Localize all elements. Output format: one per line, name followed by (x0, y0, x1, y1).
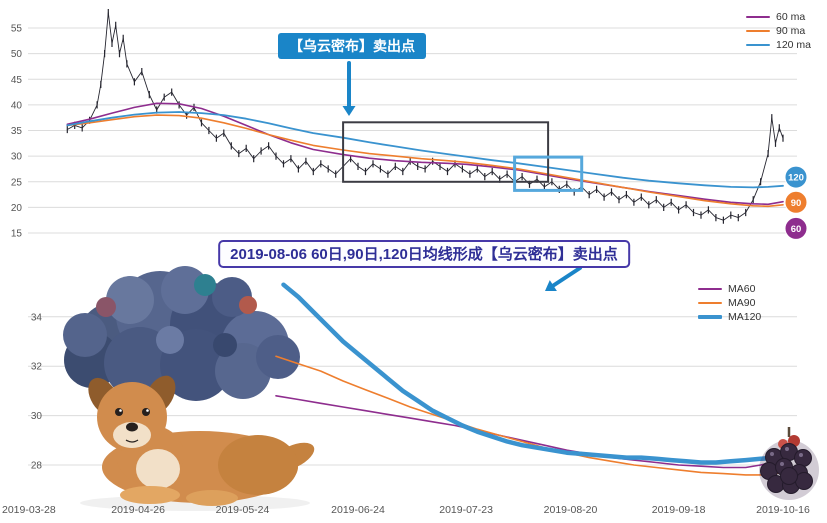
ma120-line (281, 282, 786, 465)
cartoon-dog-illustration (80, 375, 315, 511)
dog-front-leg (186, 490, 238, 506)
legend-bottom-chart: MA60 MA90 MA120 (698, 283, 762, 326)
y-tick-label: 34 (31, 312, 43, 323)
legend-swatch-undefined (698, 288, 722, 290)
signal-banner-text: 2019-08-06 60日,90日,120日均线形成【乌云密布】卖出点 (230, 246, 618, 263)
x-tick-label: 2019-08-20 (544, 504, 598, 516)
y-tick-label: 40 (11, 100, 23, 111)
ma-badge-120 (784, 165, 808, 189)
ma90-line (66, 114, 784, 208)
dog-chest-patch (136, 449, 180, 489)
ma60-line (66, 102, 784, 206)
dog-eye (115, 408, 123, 416)
top-price-chart: 15 20 25 30 35 40 45 50 55 120 90 60 (11, 9, 808, 240)
legend-item: 60 ma (746, 11, 811, 23)
ma60-line (275, 395, 784, 469)
y-tick-label: 28 (31, 461, 43, 472)
y-tick-label: 55 (11, 24, 23, 35)
dog-eye-glint (146, 409, 149, 412)
ma-badge-60 (784, 216, 808, 240)
y-tick-label: 35 (11, 126, 23, 137)
legend-label: 60 ma (776, 11, 806, 23)
cloud-puff (106, 276, 154, 324)
legend-item: MA60 (698, 283, 761, 295)
y-tick-label: 45 (11, 75, 23, 86)
legend-label: MA60 (728, 283, 756, 295)
legend-top-chart: 60 ma 90 ma 120 ma (746, 11, 812, 54)
sell-point-box (513, 155, 584, 192)
y-tick-label: 25 (11, 177, 23, 188)
dog-mouth (125, 439, 139, 443)
cloud-puff (156, 326, 184, 354)
cloud-puff (63, 313, 107, 357)
x-tick-label: 2019-05-24 (216, 504, 270, 516)
y-tick-label: 15 (11, 229, 23, 240)
cloud-puff (96, 297, 116, 317)
dog-hindquarters (218, 435, 298, 495)
sell-point-callout-text: 【乌云密布】卖出点 (289, 38, 415, 54)
berry-highlight (799, 453, 803, 457)
berry-drupelet (780, 467, 798, 485)
x-tick-label: 2019-09-18 (652, 504, 706, 516)
y-tick-label: 20 (11, 203, 23, 214)
cloud-puff (194, 274, 216, 296)
dog-eye-glint (119, 409, 122, 412)
x-tick-label: 2019-06-24 (331, 504, 385, 516)
x-tick-label: 2019-03-28 (2, 504, 56, 516)
legend-item: MA120 (698, 311, 762, 323)
dog-eye (142, 408, 150, 416)
ma-badge-90 (784, 190, 808, 214)
legend-swatch-undefined (746, 44, 770, 46)
berry-drupelet (795, 472, 813, 490)
legend-label: 90 ma (776, 25, 806, 37)
legend-swatch-undefined (746, 16, 770, 18)
cloud-puff (239, 296, 257, 314)
y-tick-label: 30 (11, 152, 23, 163)
ma120-line (66, 111, 784, 189)
dark-cloud-region-box (342, 121, 550, 183)
y-tick-label: 50 (11, 49, 23, 60)
blackberry-illustration (759, 427, 819, 500)
legend-swatch-undefined (698, 314, 722, 320)
bottom-ma-zoom-chart: 28 30 32 34 2019-03-28 2019-04-26 2019-05-24 20… (2, 266, 819, 516)
x-tick-label: 2019-07-23 (439, 504, 493, 516)
legend-swatch-undefined (698, 302, 722, 304)
legend-label: MA90 (728, 297, 756, 309)
ma-badge-label: 120 (788, 173, 804, 184)
price-connecting-line (66, 12, 784, 221)
legend-label: MA120 (728, 311, 762, 323)
ma-badge-label: 60 (791, 224, 802, 235)
x-tick-label: 2019-04-26 (111, 504, 165, 516)
legend-swatch-undefined (746, 30, 770, 32)
dog-muzzle (113, 422, 151, 448)
berry-highlight (780, 462, 784, 466)
berry-drupelet (794, 449, 812, 467)
ma-badge-label: 90 (791, 198, 802, 209)
legend-item: 120 ma (746, 39, 812, 51)
legend-item: MA90 (698, 297, 761, 309)
legend-item: 90 ma (746, 25, 811, 37)
y-tick-label: 32 (31, 362, 43, 373)
sell-point-callout: 【乌云密布】卖出点 (278, 33, 426, 59)
berry-highlight (770, 452, 774, 456)
signal-banner: 2019-08-06 60日,90日,120日均线形成【乌云密布】卖出点 (218, 240, 630, 268)
dog-nose (126, 422, 138, 432)
legend-label: 120 ma (776, 39, 812, 51)
x-tick-label: 2019-10-16 (756, 504, 810, 516)
dog-front-leg (120, 486, 180, 504)
y-tick-label: 30 (31, 411, 43, 422)
cloud-puff (213, 333, 237, 357)
berry-highlight (785, 447, 789, 451)
